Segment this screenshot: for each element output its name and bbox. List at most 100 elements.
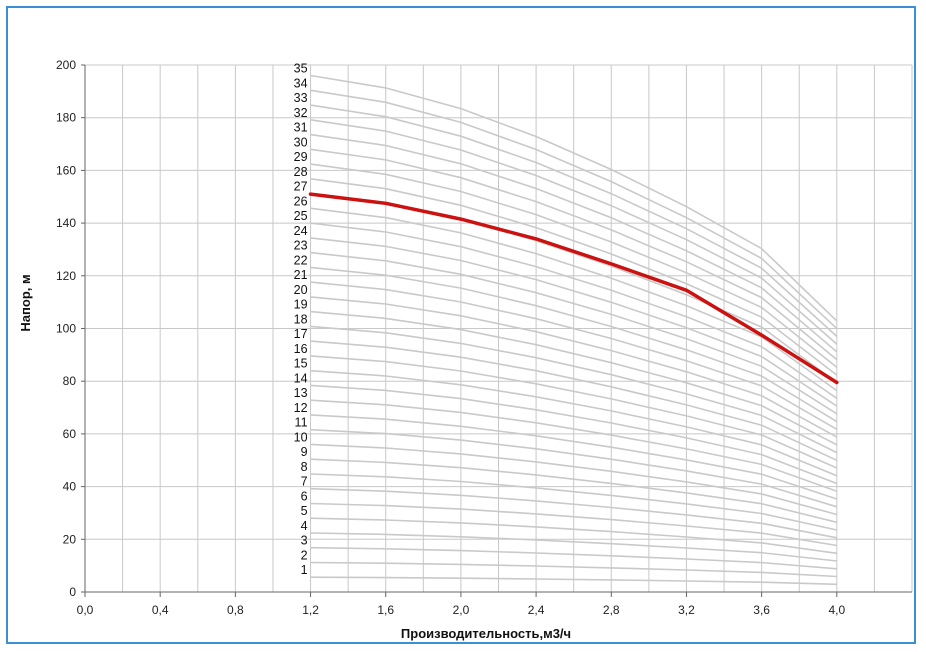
stage-curve-8 [310,473,837,531]
y-tick-label: 0 [69,585,76,599]
y-tick-label: 160 [56,163,76,177]
curve-label-20: 20 [294,283,308,297]
curve-label-13: 13 [294,386,308,400]
curve-label-10: 10 [294,430,308,444]
stage-curve-32 [310,119,838,345]
curve-label-16: 16 [294,342,308,356]
x-tick-label: 0,4 [152,603,169,617]
curve-label-22: 22 [294,253,308,267]
curve-label-3: 3 [301,534,308,548]
curve-label-23: 23 [294,239,308,253]
stage-curve-10 [310,443,838,516]
curve-label-24: 24 [294,224,308,238]
curve-label-14: 14 [294,371,308,385]
stage-curve-14 [310,384,838,485]
x-tick-label: 2,4 [528,603,545,617]
y-tick-label: 80 [63,374,77,388]
stage-curve-11 [310,428,838,508]
stage-curve-33 [310,104,838,337]
pump-performance-chart: 1234567891011121314151617181920212223242… [18,58,913,641]
curve-label-8: 8 [301,460,308,474]
curve-label-6: 6 [301,489,308,503]
y-tick-label: 200 [56,58,76,72]
curve-label-30: 30 [294,135,308,149]
stage-curve-25 [310,222,838,399]
curve-label-28: 28 [294,165,308,179]
stage-curve-35 [310,74,838,322]
stage-curve-28 [310,178,838,376]
x-tick-label: 2,8 [603,603,620,617]
curve-label-11: 11 [295,416,308,430]
stage-curve-22 [310,266,838,423]
stage-curve-3 [310,546,837,570]
stage-curve-31 [310,133,838,353]
curve-label-17: 17 [294,327,308,341]
highlight-curve-group [308,192,839,385]
stage-curve-2 [310,561,837,578]
curve-label-25: 25 [294,209,308,223]
y-axis-title: Напор, м [18,274,33,331]
stage-curve-15 [310,369,838,477]
stage-curves [310,74,838,586]
curve-label-34: 34 [294,76,308,90]
stage-curve-5 [310,517,837,555]
x-tick-label: 0,8 [227,603,244,617]
chart-frame: 1 2 3 4 5 6 7 8 9 10 11 12 13 14 15 16 17 18 19 20 21 22 23 24 2… [6,6,916,644]
y-tick-label: 120 [56,269,76,283]
stage-curve-9 [310,458,837,524]
stage-curve-26 [310,207,838,392]
stage-curve-6 [310,502,837,547]
curve-label-9: 9 [301,445,308,459]
y-tick-label: 100 [56,322,76,336]
stage-curve-13 [310,399,838,493]
x-tick-label: 3,6 [753,603,770,617]
curve-label-32: 32 [294,106,308,120]
stage-curve-19 [310,310,838,446]
stage-curve-12 [310,414,838,500]
x-tick-label: 1,6 [377,603,394,617]
curve-label-1: 1 [301,563,308,577]
curve-labels: 1234567891011121314151617181920212223242… [294,62,308,578]
stage-curve-34 [310,89,838,330]
curve-label-21: 21 [294,268,308,282]
stage-curve-17 [310,340,838,462]
curve-label-12: 12 [294,401,308,415]
stage-curve-23 [310,251,838,415]
stage-curve-16 [310,355,838,469]
y-tick-label: 40 [63,480,77,494]
stage-curve-4 [310,532,837,562]
curve-label-18: 18 [294,312,308,326]
stage-curve-18 [310,325,838,454]
curve-label-27: 27 [294,180,308,194]
y-tick-label: 140 [56,216,76,230]
x-tick-label: 0,0 [77,603,94,617]
curve-label-33: 33 [294,91,308,105]
y-tick-label: 180 [56,111,76,125]
curve-label-7: 7 [301,475,308,489]
curve-label-35: 35 [294,62,308,76]
stage-curve-1 [310,576,837,586]
curve-label-26: 26 [294,194,308,208]
x-tick-label: 4,0 [828,603,845,617]
curve-label-5: 5 [301,504,308,518]
stage-curve-21 [310,281,838,430]
x-tick-label: 3,2 [678,603,695,617]
x-tick-label: 1,2 [302,603,319,617]
stage-curve-20 [310,296,838,438]
stage-curve-7 [310,487,837,539]
curve-label-4: 4 [301,519,308,533]
stage-curve-24 [310,237,838,407]
curve-label-29: 29 [294,150,308,164]
curve-label-19: 19 [294,298,308,312]
highlight-curve [308,192,839,385]
curve-label-2: 2 [301,548,308,562]
x-tick-label: 2,0 [453,603,470,617]
curve-label-31: 31 [294,121,308,135]
stage-curve-29 [310,163,838,368]
curve-label-15: 15 [294,357,308,371]
y-tick-label: 20 [63,532,77,546]
stage-curve-30 [310,148,838,361]
x-axis-title: Производительность,м3/ч [401,626,571,641]
y-tick-label: 60 [63,427,77,441]
